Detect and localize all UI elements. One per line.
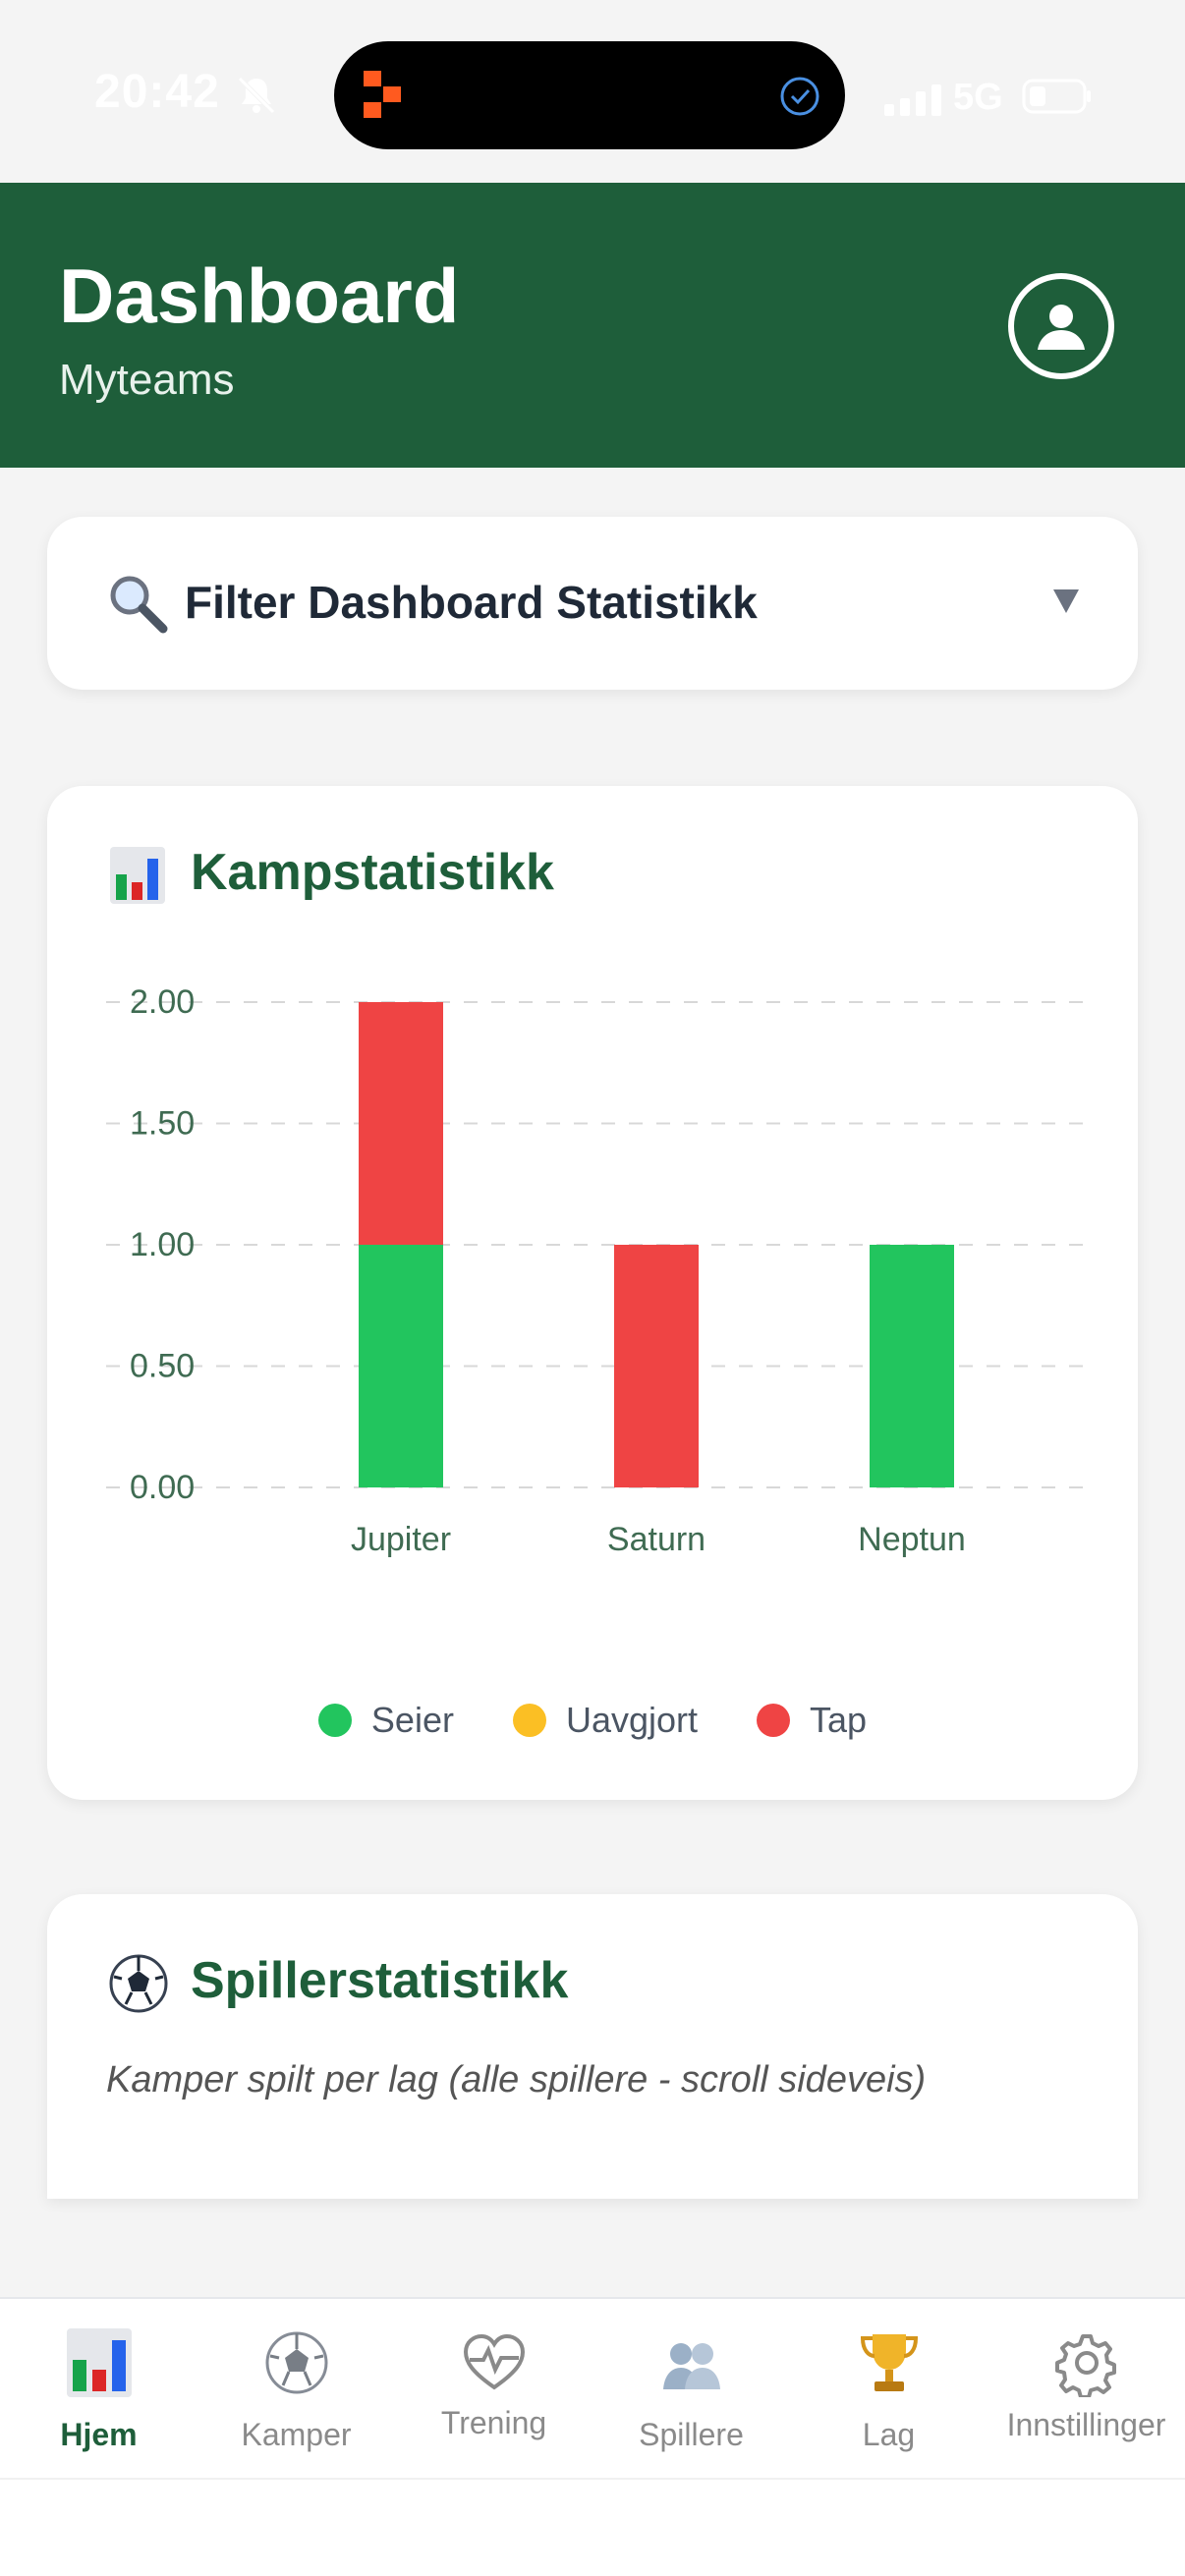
page-subtitle: Myteams	[59, 356, 235, 404]
page-title: Dashboard	[59, 252, 460, 339]
battery-icon	[1022, 79, 1091, 114]
x-tick-label: Jupiter	[351, 1521, 451, 1558]
filter-dropdown[interactable]: Filter Dashboard Statistikk	[47, 517, 1138, 690]
caret-down-icon	[1053, 589, 1079, 613]
bar-chart-icon	[67, 2328, 132, 2397]
tab-spillere[interactable]: Spillere	[592, 2299, 790, 2476]
tab-label: Innstillinger	[1006, 2407, 1166, 2442]
tab-label: Trening	[440, 2405, 547, 2440]
legend-swatch	[317, 1704, 352, 1737]
bell-muted-icon	[238, 77, 275, 114]
dynamic-island	[334, 41, 845, 149]
x-tick-label: Neptun	[858, 1521, 966, 1558]
legend-item[interactable]: Uavgjort	[512, 1700, 699, 1741]
bar-jupiter-seier	[359, 1245, 443, 1487]
soccer-ball-icon	[109, 1954, 168, 2013]
app-header: Dashboard Myteams	[0, 183, 1185, 468]
chart-legend: Seier Uavgjort Tap	[47, 1696, 1138, 1745]
legend-item[interactable]: Seier	[317, 1700, 454, 1741]
legend-label: Seier	[370, 1700, 454, 1740]
y-tick-label: 1.50	[130, 1104, 195, 1142]
bar-chart-icon	[110, 847, 165, 904]
bottom-tab-bar: Hjem Kamper Trening Spillere	[0, 2297, 1185, 2576]
tab-hjem[interactable]: Hjem	[0, 2299, 198, 2476]
match-stats-card: Kampstatistikk 0.00 0.50 1.00 1.50 2.00 Jupit…	[47, 786, 1138, 1800]
network-label: 5G	[953, 77, 1003, 118]
players-icon	[663, 2343, 720, 2389]
tab-label: Kamper	[241, 2417, 352, 2452]
y-tick-label: 0.50	[130, 1347, 195, 1384]
bar-jupiter-tap	[359, 1002, 443, 1245]
magnifier-icon	[110, 576, 168, 634]
tab-trening[interactable]: Trening	[395, 2299, 592, 2476]
player-stats-note: Kamper spilt per lag (alle spillere - sc…	[106, 2059, 927, 2100]
status-bar: 20:42 5G	[0, 0, 1185, 183]
tab-bar-divider	[0, 2478, 1185, 2480]
legend-swatch	[512, 1704, 546, 1737]
heartbeat-icon	[463, 2333, 526, 2390]
match-stats-chart: 0.00 0.50 1.00 1.50 2.00 Jupiter Saturn Neptun	[106, 983, 1089, 1558]
tab-lag[interactable]: Lag	[790, 2299, 988, 2476]
x-tick-label: Saturn	[607, 1521, 705, 1558]
app-activity-icon	[364, 71, 401, 118]
gear-icon	[1055, 2334, 1116, 2397]
legend-label: Tap	[810, 1700, 868, 1740]
signal-icon	[884, 84, 941, 116]
y-tick-label: 0.00	[130, 1469, 195, 1506]
user-icon	[1038, 305, 1085, 350]
tab-innstillinger[interactable]: Innstillinger	[988, 2299, 1185, 2476]
trophy-icon	[860, 2334, 919, 2391]
legend-swatch	[757, 1704, 791, 1737]
bar-neptun-seier	[870, 1245, 954, 1487]
check-circle-icon	[780, 77, 819, 116]
tab-label: Hjem	[60, 2417, 138, 2452]
match-stats-title: Kampstatistikk	[191, 844, 554, 901]
tab-label: Lag	[862, 2417, 916, 2452]
legend-label: Uavgjort	[565, 1700, 699, 1740]
y-tick-label: 2.00	[130, 983, 195, 1021]
legend-item[interactable]: Tap	[757, 1700, 867, 1741]
status-time: 20:42	[94, 66, 220, 118]
y-tick-label: 1.00	[130, 1226, 195, 1263]
tab-label: Spillere	[639, 2417, 744, 2452]
soccer-ball-icon	[265, 2331, 328, 2394]
bar-saturn-tap	[614, 1245, 699, 1487]
tab-kamper[interactable]: Kamper	[198, 2299, 395, 2476]
player-stats-title: Spillerstatistikk	[191, 1952, 569, 2009]
profile-button[interactable]	[1008, 273, 1114, 379]
filter-label: Filter Dashboard Statistikk	[185, 577, 758, 628]
player-stats-card: Spillerstatistikk Kamper spilt per lag (…	[47, 1894, 1138, 2199]
